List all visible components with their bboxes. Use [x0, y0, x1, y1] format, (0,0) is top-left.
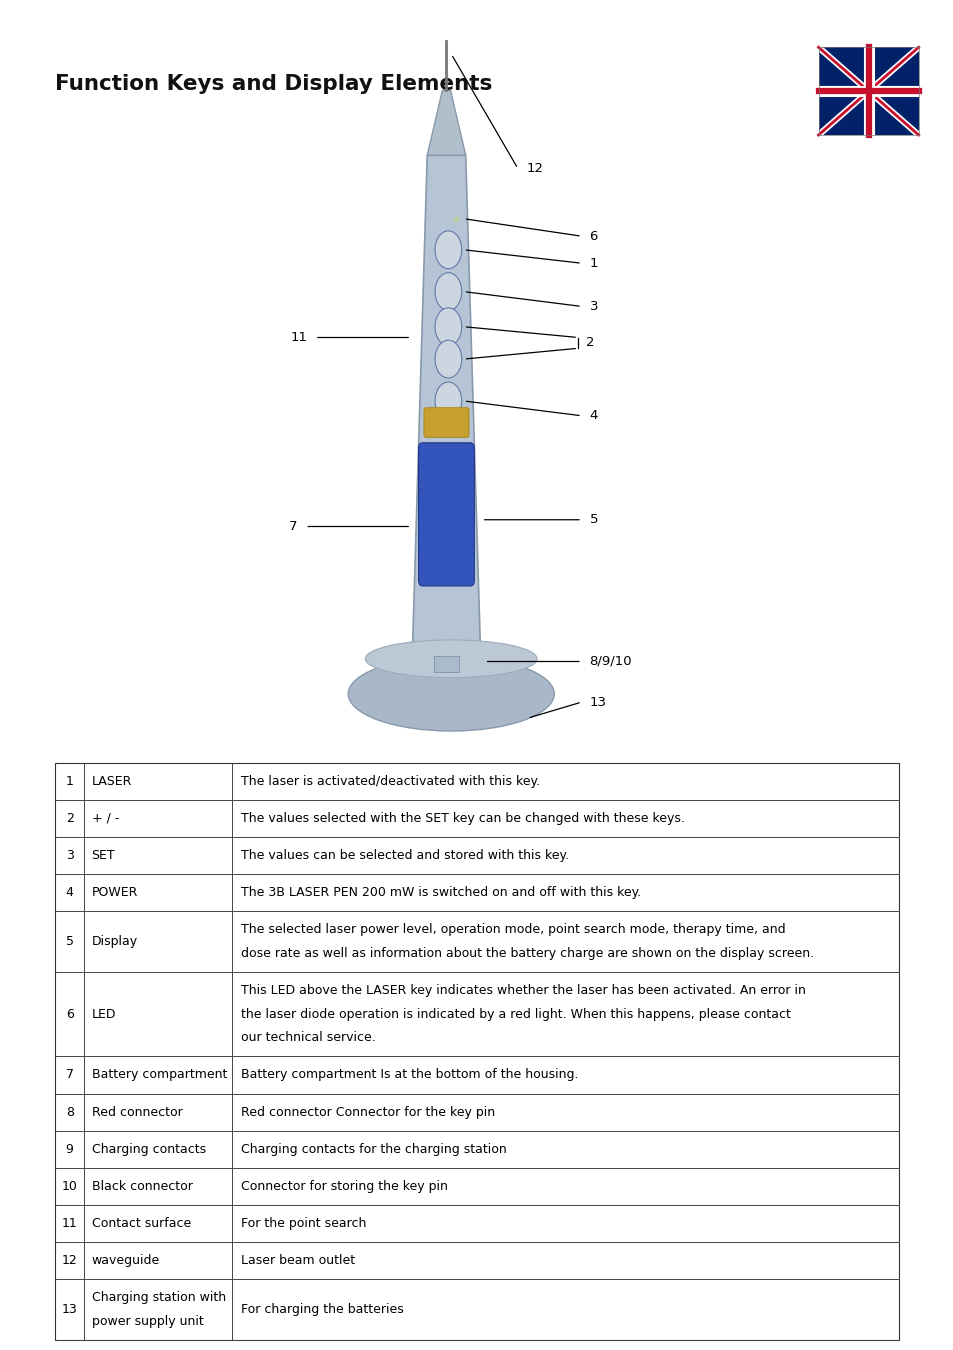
Text: waveguide: waveguide: [91, 1254, 160, 1268]
Text: 4: 4: [589, 409, 598, 423]
Text: Contact surface: Contact surface: [91, 1216, 191, 1230]
Text: 12: 12: [526, 162, 543, 176]
Text: This LED above the LASER key indicates whether the laser has been activated. An : This LED above the LASER key indicates w…: [241, 984, 805, 998]
Text: Display: Display: [91, 936, 137, 948]
Text: The selected laser power level, operation mode, point search mode, therapy time,: The selected laser power level, operatio…: [241, 923, 785, 937]
Bar: [818, 47, 918, 135]
Text: 6: 6: [66, 1007, 73, 1021]
Ellipse shape: [348, 657, 554, 732]
Text: 13: 13: [62, 1303, 77, 1316]
Text: dose rate as well as information about the battery charge are shown on the displ: dose rate as well as information about t…: [241, 946, 814, 960]
FancyBboxPatch shape: [418, 443, 474, 586]
Text: 13: 13: [589, 695, 606, 709]
Text: Red connector Connector for the key pin: Red connector Connector for the key pin: [241, 1106, 495, 1119]
Text: Last revised 2012-05-08: Last revised 2012-05-08: [55, 1311, 182, 1320]
Text: Battery compartment: Battery compartment: [91, 1068, 227, 1081]
Text: Battery compartment Is at the bottom of the housing.: Battery compartment Is at the bottom of …: [241, 1068, 578, 1081]
Text: 1: 1: [66, 775, 73, 788]
Bar: [818, 47, 918, 135]
Text: Charging contacts: Charging contacts: [91, 1142, 206, 1156]
Text: For charging the batteries: For charging the batteries: [241, 1303, 404, 1316]
Text: 21: 21: [884, 1311, 898, 1320]
Text: + / -: + / -: [91, 811, 119, 825]
Bar: [434, 656, 458, 672]
Text: The laser is activated/deactivated with this key.: The laser is activated/deactivated with …: [241, 775, 540, 788]
Circle shape: [435, 308, 461, 346]
Text: The values selected with the SET key can be changed with these keys.: The values selected with the SET key can…: [241, 811, 684, 825]
Text: 8/9/10: 8/9/10: [589, 655, 632, 668]
Text: 5: 5: [66, 936, 73, 948]
Text: SET: SET: [91, 849, 115, 863]
Text: 5: 5: [589, 513, 598, 526]
Circle shape: [435, 340, 461, 378]
Text: For the point search: For the point search: [241, 1216, 366, 1230]
Text: Function Keys and Display Elements: Function Keys and Display Elements: [55, 74, 492, 94]
Text: Red connector: Red connector: [91, 1106, 182, 1119]
Text: 2: 2: [585, 336, 594, 350]
Text: our technical service.: our technical service.: [241, 1031, 375, 1045]
Text: 7: 7: [66, 1068, 73, 1081]
Text: 4: 4: [66, 886, 73, 899]
Text: LED: LED: [91, 1007, 116, 1021]
Text: Charging station with: Charging station with: [91, 1291, 226, 1304]
Circle shape: [435, 273, 461, 311]
Text: 10: 10: [62, 1180, 77, 1193]
Text: 3: 3: [589, 300, 598, 313]
FancyBboxPatch shape: [423, 408, 469, 437]
Text: power supply unit: power supply unit: [91, 1315, 203, 1328]
Text: 7: 7: [289, 520, 297, 533]
Circle shape: [435, 382, 461, 420]
Text: Laser beam outlet: Laser beam outlet: [241, 1254, 355, 1268]
Text: Black connector: Black connector: [91, 1180, 193, 1193]
Text: The 3B LASER PEN 200 mW is switched on and off with this key.: The 3B LASER PEN 200 mW is switched on a…: [241, 886, 641, 899]
Text: 12: 12: [62, 1254, 77, 1268]
Text: LASER: LASER: [91, 775, 132, 788]
Text: 1: 1: [589, 256, 598, 270]
Text: Charging contacts for the charging station: Charging contacts for the charging stati…: [241, 1142, 507, 1156]
Text: 3: 3: [66, 849, 73, 863]
Text: The values can be selected and stored with this key.: The values can be selected and stored wi…: [241, 849, 569, 863]
Polygon shape: [412, 155, 480, 662]
Text: POWER: POWER: [91, 886, 138, 899]
Text: 9: 9: [66, 1142, 73, 1156]
Bar: [55, 763, 898, 1339]
Circle shape: [435, 231, 461, 269]
Text: 6: 6: [589, 230, 598, 243]
Ellipse shape: [365, 640, 537, 678]
Polygon shape: [427, 90, 465, 155]
Text: 11: 11: [290, 331, 307, 344]
Text: 8: 8: [66, 1106, 73, 1119]
Text: 11: 11: [62, 1216, 77, 1230]
Text: the laser diode operation is indicated by a red light. When this happens, please: the laser diode operation is indicated b…: [241, 1007, 790, 1021]
Text: 2: 2: [66, 811, 73, 825]
Text: Connector for storing the key pin: Connector for storing the key pin: [241, 1180, 448, 1193]
